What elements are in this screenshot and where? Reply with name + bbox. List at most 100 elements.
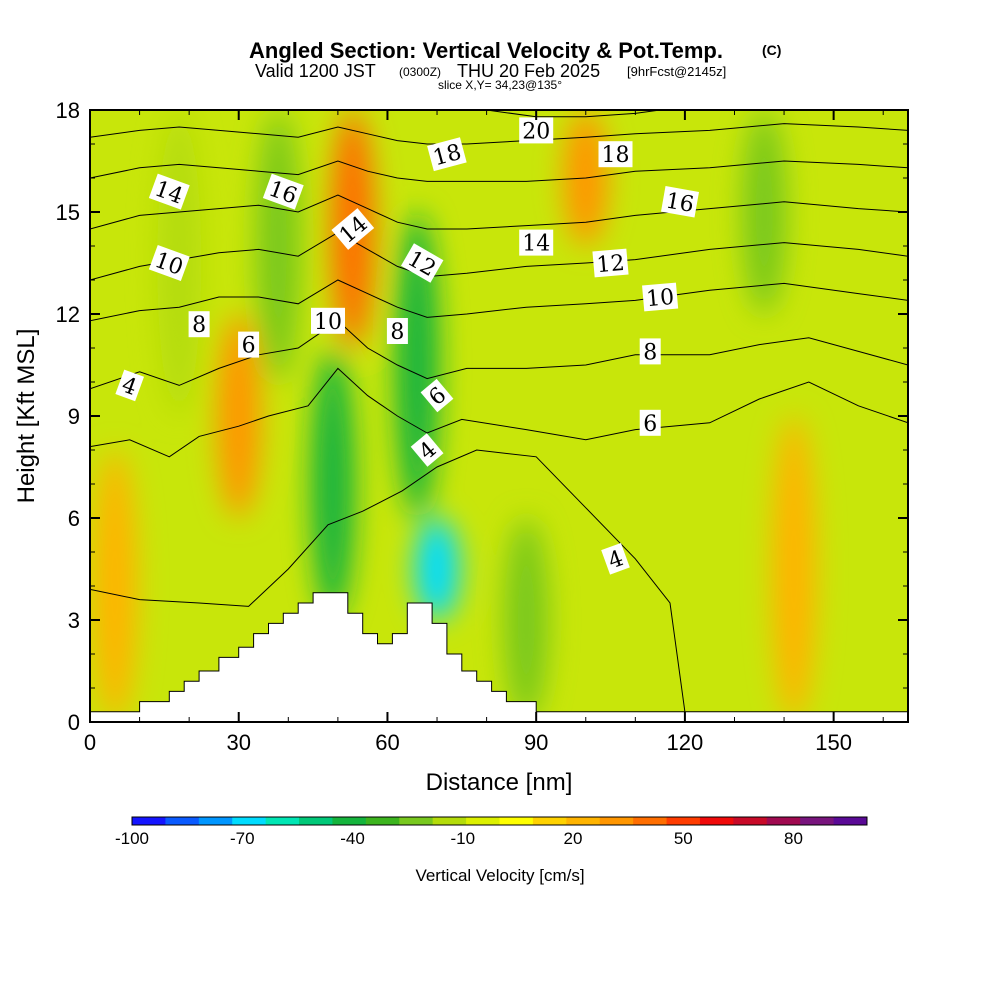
theta-contour-18 <box>90 123 908 145</box>
colorbar-swatch <box>265 817 300 825</box>
colorbar-swatch <box>666 817 701 825</box>
contour-label-bg <box>598 141 633 168</box>
contour-label-text: 16 <box>664 189 696 218</box>
theta-contour-6 <box>90 367 908 458</box>
chart-title: Angled Section: Vertical Velocity & Pot.… <box>249 38 723 63</box>
contour-label-5: 20 <box>519 117 554 144</box>
contour-label-bg <box>410 433 444 467</box>
contour-label-17: 4 <box>115 369 145 402</box>
forecast-label: [9hrFcst@2145z] <box>627 64 726 79</box>
axes: 0 30 60 90 120 150 0 3 6 9 12 15 18 <box>56 98 908 755</box>
x-tick-label: 150 <box>815 730 852 755</box>
contour-label-bg <box>331 208 375 250</box>
contour-label-text: 8 <box>192 313 206 338</box>
contour-label-15: 6 <box>238 331 260 359</box>
theta-contour-8 <box>90 320 908 390</box>
contour-label-text: 6 <box>242 334 256 359</box>
colorbar-swatch <box>299 817 333 825</box>
x-axis-label: Distance [nm] <box>426 769 573 796</box>
contour-label-text: 18 <box>602 143 630 168</box>
y-axis-label: Height [Kft MSL] <box>13 329 40 504</box>
colorbar-tick-label: 20 <box>564 829 583 848</box>
colorbar-swatch <box>198 817 233 825</box>
theta-contour-16 <box>90 160 908 182</box>
colorbar-swatch <box>332 817 367 825</box>
valid-date: THU 20 Feb 2025 <box>457 61 600 81</box>
contour-label-bg <box>148 244 190 282</box>
contour-label-6: 18 <box>598 141 633 168</box>
contour-label-bg <box>148 173 190 210</box>
colorbar-swatch <box>633 817 668 825</box>
colorbar-swatch <box>232 817 267 825</box>
x-tick-label: 30 <box>226 730 250 755</box>
contour-label-bg <box>238 331 260 358</box>
theta-contour-4 <box>90 449 686 712</box>
colorbar-swatch <box>365 817 400 825</box>
theta-contour-14 <box>90 194 908 230</box>
y-tick-label: 0 <box>68 710 80 735</box>
theta-contour-10 <box>90 279 908 322</box>
contour-label-2: 10 <box>148 244 190 282</box>
contour-label-bg <box>427 137 467 172</box>
contour-label-19: 6 <box>639 409 661 437</box>
contour-label-bg <box>386 318 408 344</box>
slice-label: slice X,Y= 34,23@135° <box>438 78 562 92</box>
colorbar-tick-label: -40 <box>340 829 365 848</box>
velocity-cell-10 <box>771 416 816 722</box>
contour-label-bg <box>519 117 554 144</box>
velocity-cell-3 <box>256 110 301 382</box>
colorbar-swatch <box>800 817 835 825</box>
contour-label-text: 12 <box>596 251 626 278</box>
colorbar-swatch <box>532 817 567 825</box>
colorbar-label: Vertical Velocity [cm/s] <box>415 866 584 885</box>
colorbar-swatch <box>499 817 534 825</box>
contour-label-bg <box>115 369 145 402</box>
contour-label-11: 10 <box>642 282 679 312</box>
contour-label-bg <box>262 173 304 210</box>
colorbar-tick-label: -100 <box>115 829 149 848</box>
contour-label-text: 6 <box>643 412 657 437</box>
contour-label-bg <box>639 338 661 365</box>
contour-label-bg <box>642 282 679 312</box>
colorbar-tick-label: -10 <box>451 829 476 848</box>
contour-label-16: 8 <box>639 338 661 365</box>
theta-contours <box>90 110 908 712</box>
x-tick-label: 60 <box>375 730 399 755</box>
colorbar: -100 -70 -40 -10 20 50 80 <box>115 816 868 848</box>
contour-label-12: 8 <box>188 311 210 338</box>
velocity-cell-6 <box>415 518 460 620</box>
colorbar-swatch <box>399 817 434 825</box>
y-tick-label: 15 <box>56 200 80 225</box>
colorbar-tick-label: 50 <box>674 829 693 848</box>
colorbar-swatch <box>833 817 868 825</box>
contour-label-4: 18 <box>427 137 467 172</box>
contour-label-14: 8 <box>386 318 408 345</box>
x-tick-label: 90 <box>524 730 548 755</box>
contour-label-bg <box>400 243 444 283</box>
theta-contour-20 <box>486 110 661 118</box>
contour-label-bg <box>661 186 699 218</box>
colorbar-swatch <box>733 817 768 825</box>
colorbar-tick-label: -70 <box>230 829 255 848</box>
velocity-cell-0 <box>92 450 137 722</box>
contour-label-bg <box>592 248 629 278</box>
colorbar-swatch <box>432 817 467 825</box>
colorbar-swatch <box>699 817 734 825</box>
velocity-cell-4 <box>310 348 355 620</box>
contour-label-text: 8 <box>390 320 404 345</box>
x-tick-label: 120 <box>667 730 704 755</box>
contour-label-bg <box>519 229 554 256</box>
valid-time-utc: (0300Z) <box>399 65 441 79</box>
contour-label-text: 10 <box>645 285 675 312</box>
y-tick-label: 6 <box>68 506 80 531</box>
contour-label-text: 10 <box>314 310 342 335</box>
contour-label-7: 16 <box>661 186 699 218</box>
contour-label-text: 14 <box>522 232 550 257</box>
chart-title-tag: (C) <box>762 42 781 58</box>
colorbar-frame <box>131 816 868 826</box>
contour-label-10: 12 <box>592 248 629 278</box>
contour-label-bg <box>639 409 661 436</box>
contour-label-13: 10 <box>311 307 345 335</box>
